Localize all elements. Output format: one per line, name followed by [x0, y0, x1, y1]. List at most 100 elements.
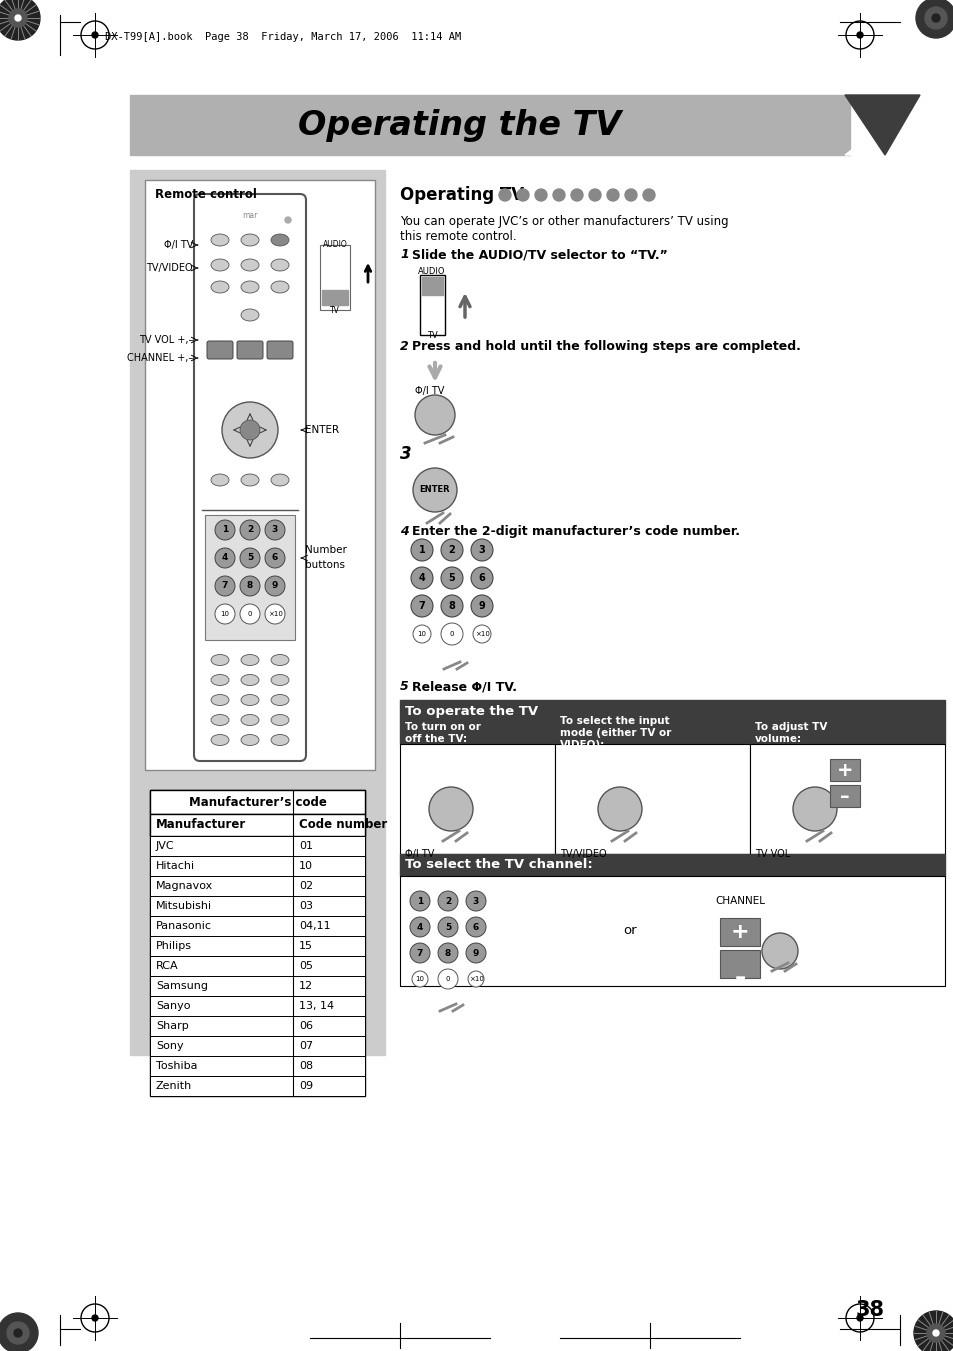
Circle shape — [792, 788, 836, 831]
Bar — [829, 785, 859, 807]
Bar — [399, 854, 944, 875]
Circle shape — [440, 539, 462, 561]
Circle shape — [471, 594, 493, 617]
Circle shape — [410, 892, 430, 911]
Bar — [150, 875, 365, 896]
Circle shape — [410, 917, 430, 938]
Text: +: + — [730, 921, 748, 942]
Circle shape — [15, 15, 21, 22]
FancyBboxPatch shape — [267, 340, 293, 359]
Text: 4: 4 — [399, 526, 408, 538]
Bar — [150, 896, 365, 916]
Ellipse shape — [271, 715, 289, 725]
Bar — [399, 875, 944, 986]
Circle shape — [9, 9, 27, 27]
Text: ×10: ×10 — [474, 631, 489, 638]
Circle shape — [517, 189, 529, 201]
Circle shape — [265, 520, 285, 540]
Circle shape — [7, 1323, 29, 1344]
Circle shape — [91, 1315, 98, 1321]
Text: 08: 08 — [298, 1061, 313, 1071]
Text: To select the input
mode (either TV or
VIDEO):: To select the input mode (either TV or V… — [559, 716, 671, 750]
Text: To adjust TV
volume:: To adjust TV volume: — [754, 721, 826, 744]
Bar — [150, 1056, 365, 1075]
Bar — [421, 277, 442, 295]
Ellipse shape — [241, 674, 258, 685]
Ellipse shape — [271, 234, 289, 246]
Circle shape — [624, 189, 637, 201]
Text: or: or — [622, 924, 637, 938]
Text: Hitachi: Hitachi — [156, 861, 195, 871]
Ellipse shape — [241, 259, 258, 272]
Bar — [555, 721, 749, 744]
Text: 6: 6 — [473, 923, 478, 931]
Ellipse shape — [271, 654, 289, 666]
Circle shape — [915, 0, 953, 38]
FancyBboxPatch shape — [236, 340, 263, 359]
Text: 5: 5 — [247, 554, 253, 562]
Text: 0: 0 — [445, 975, 450, 982]
Circle shape — [440, 567, 462, 589]
Polygon shape — [844, 126, 924, 155]
Bar — [150, 1075, 365, 1096]
Circle shape — [0, 0, 40, 41]
Text: Remote control: Remote control — [154, 189, 256, 201]
Ellipse shape — [211, 281, 229, 293]
Circle shape — [411, 594, 433, 617]
Circle shape — [437, 892, 457, 911]
Circle shape — [924, 7, 946, 28]
Text: 10: 10 — [417, 631, 426, 638]
Circle shape — [412, 971, 428, 988]
Text: 2: 2 — [444, 897, 451, 905]
Circle shape — [415, 394, 455, 435]
Bar — [150, 815, 365, 836]
Bar — [150, 836, 365, 857]
Bar — [150, 996, 365, 1016]
Circle shape — [498, 189, 511, 201]
Text: 12: 12 — [298, 981, 313, 992]
Text: CHANNEL +,–: CHANNEL +,– — [127, 353, 193, 363]
Ellipse shape — [211, 234, 229, 246]
Circle shape — [642, 189, 655, 201]
Ellipse shape — [271, 474, 289, 486]
Ellipse shape — [211, 715, 229, 725]
Circle shape — [0, 1313, 38, 1351]
Ellipse shape — [241, 715, 258, 725]
Circle shape — [437, 943, 457, 963]
Circle shape — [932, 1329, 938, 1336]
Circle shape — [553, 189, 564, 201]
Circle shape — [598, 788, 641, 831]
Bar — [130, 170, 385, 1055]
Text: 0: 0 — [248, 611, 252, 617]
Bar — [150, 790, 365, 815]
Ellipse shape — [271, 281, 289, 293]
Text: 8: 8 — [448, 601, 455, 611]
Circle shape — [413, 626, 431, 643]
Ellipse shape — [211, 259, 229, 272]
Circle shape — [429, 788, 473, 831]
Text: 15: 15 — [298, 942, 313, 951]
Ellipse shape — [211, 735, 229, 746]
Circle shape — [14, 1329, 22, 1337]
Text: TV/VIDEO: TV/VIDEO — [146, 263, 193, 273]
Ellipse shape — [241, 281, 258, 293]
Bar — [145, 180, 375, 770]
Text: To turn on or
off the TV:: To turn on or off the TV: — [405, 721, 480, 744]
Text: 3: 3 — [399, 444, 411, 463]
Text: 38: 38 — [855, 1300, 883, 1320]
Ellipse shape — [241, 309, 258, 322]
Circle shape — [240, 549, 260, 567]
Text: 1: 1 — [222, 526, 228, 535]
Ellipse shape — [271, 735, 289, 746]
Bar — [205, 515, 294, 640]
Circle shape — [265, 549, 285, 567]
Circle shape — [214, 576, 234, 596]
Text: 5: 5 — [399, 680, 408, 693]
Circle shape — [214, 520, 234, 540]
Text: 03: 03 — [298, 901, 313, 911]
Text: 01: 01 — [298, 842, 313, 851]
Circle shape — [240, 576, 260, 596]
Circle shape — [571, 189, 582, 201]
Text: Φ/I TV: Φ/I TV — [405, 848, 434, 859]
Bar — [555, 744, 749, 854]
